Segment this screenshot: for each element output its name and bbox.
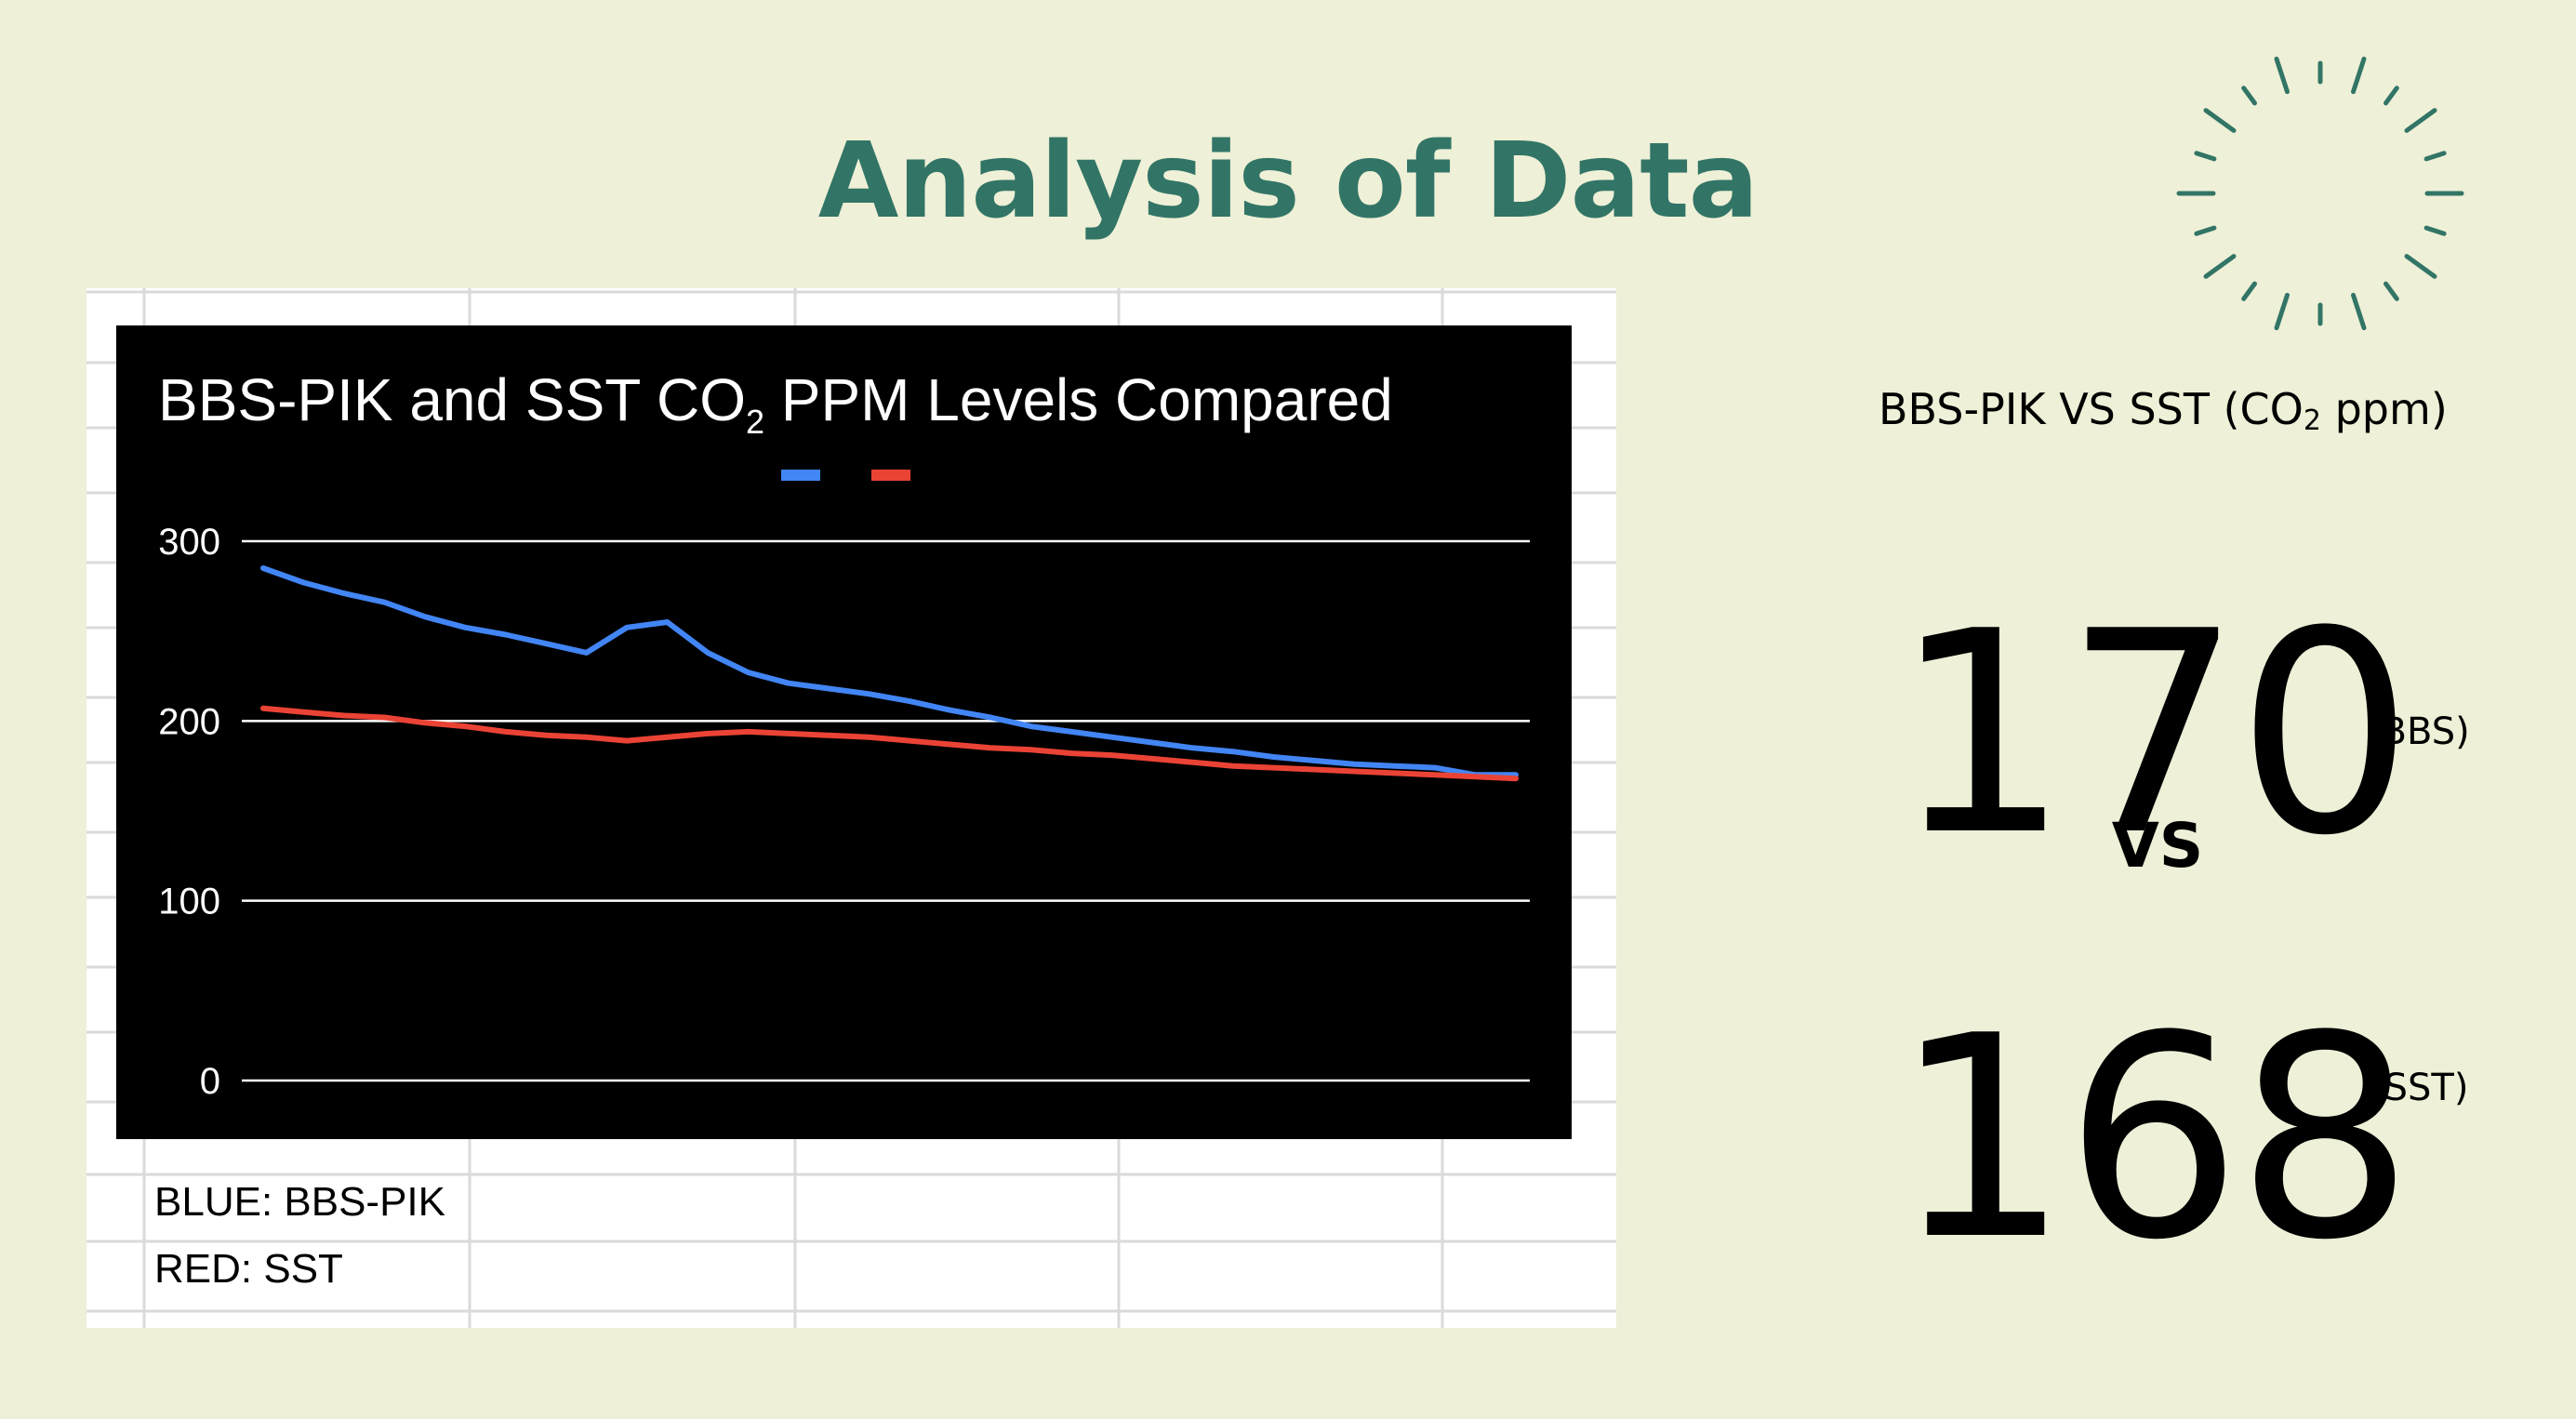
sunburst-ray: [2203, 254, 2237, 279]
comparison-label-subscript: 2: [2303, 404, 2321, 437]
sunburst-ray: [2351, 56, 2367, 95]
comparison-label-main: BBS-PIK VS SST (CO: [1879, 384, 2304, 434]
bbs-value: 170: [1892, 572, 2414, 896]
sst-tag: (SST): [2370, 1067, 2469, 1109]
legend-key-blue: [781, 470, 820, 481]
sunburst-ray: [2274, 56, 2290, 95]
spreadsheet-area: 0 100 200 300 BBS-PIK and SST CO2 PPM Level…: [86, 288, 1616, 1328]
sunburst-ray: [2383, 281, 2399, 301]
chart-title: BBS-PIK and SST CO2 PPM Levels Compared: [158, 363, 1393, 459]
sunburst-ray: [2404, 254, 2437, 279]
y-tick-label: 200: [158, 701, 220, 742]
series-line-1: [260, 705, 1519, 782]
chart-title-subscript: 2: [745, 403, 764, 441]
sunburst-icon: [2176, 56, 2464, 331]
sunburst-ray: [2423, 151, 2447, 162]
bbs-tag: (BBS): [2367, 710, 2470, 753]
comparison-label: BBS-PIK VS SST (CO2 ppm): [1879, 377, 2455, 454]
line-chart: 0 100 200 300 BBS-PIK and SST CO2 PPM Level…: [116, 325, 1572, 1139]
sunburst-ray: [2274, 292, 2290, 331]
y-tick-label: 100: [158, 882, 220, 922]
page-title: Analysis of Data: [817, 121, 1759, 242]
sunburst-ray: [2203, 108, 2237, 133]
note-blue: BLUE: BBS-PIK: [154, 1179, 446, 1225]
vs-label: VS: [2111, 810, 2204, 882]
chart-plot: 0 100 200 300: [158, 522, 1530, 1102]
sst-value: 168: [1892, 976, 2414, 1301]
sunburst-ray: [2404, 108, 2437, 133]
note-red: RED: SST: [154, 1246, 343, 1292]
sunburst-ray: [2241, 86, 2257, 106]
sunburst-ray: [2241, 281, 2257, 301]
chart-title-main: BBS-PIK and SST CO: [158, 366, 746, 433]
sunburst-ray: [2351, 292, 2367, 331]
chart-title-end: PPM Levels Compared: [764, 366, 1393, 433]
legend-key-red: [871, 470, 910, 481]
y-tick-label: 300: [158, 522, 220, 563]
series-line-0: [260, 565, 1519, 778]
sunburst-ray: [2423, 225, 2447, 236]
y-tick-label: 0: [200, 1061, 220, 1102]
comparison-label-end: ppm): [2320, 384, 2448, 434]
sunburst-ray: [2194, 151, 2217, 162]
sunburst-ray: [2383, 86, 2399, 106]
sunburst-ray: [2194, 225, 2217, 236]
